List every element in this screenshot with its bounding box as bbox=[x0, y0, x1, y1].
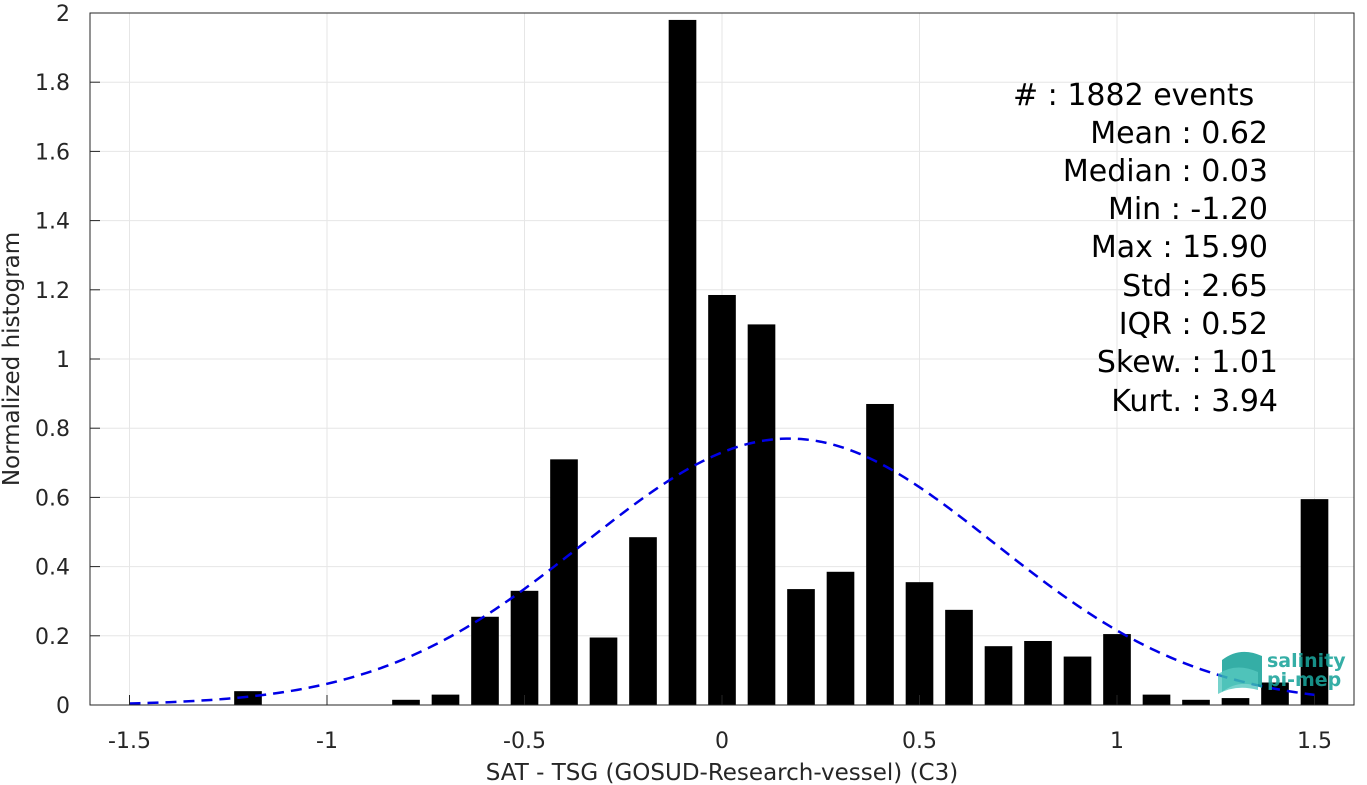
x-tick-label: 0.5 bbox=[902, 729, 937, 754]
x-axis-ticks: -1.5 -1 -0.5 0 0.5 1 1.5 bbox=[108, 695, 1332, 754]
histogram-bar bbox=[1221, 698, 1250, 705]
histogram-bar bbox=[550, 459, 578, 705]
x-tick-label: -1 bbox=[316, 729, 338, 754]
salinity-pi-mep-logo: salinity pi-mep bbox=[1218, 650, 1346, 694]
x-tick-label: -1.5 bbox=[108, 729, 151, 754]
stats-skew: Skew. : 1.01 bbox=[1097, 345, 1278, 380]
logo-text-salinity: salinity bbox=[1267, 650, 1346, 672]
histogram-bar bbox=[945, 609, 973, 705]
histogram-bar bbox=[787, 589, 815, 705]
y-tick-label: 0.4 bbox=[35, 556, 70, 581]
histogram-bar bbox=[1261, 682, 1289, 705]
y-tick-label: 2 bbox=[56, 2, 70, 27]
wave-logo-icon bbox=[1218, 651, 1262, 694]
stats-median: Median : 0.03 bbox=[1063, 154, 1268, 189]
x-tick-label: 1 bbox=[1110, 729, 1124, 754]
histogram-bar bbox=[629, 537, 657, 705]
y-axis-title: Normalized histogram bbox=[0, 232, 25, 486]
x-tick-label: 0 bbox=[715, 729, 729, 754]
histogram-bar bbox=[668, 19, 697, 706]
stats-mean: Mean : 0.62 bbox=[1090, 116, 1268, 151]
histogram-bar bbox=[708, 294, 736, 705]
normal-fit-curve bbox=[129, 437, 1315, 705]
y-tick-label: 1.4 bbox=[35, 210, 70, 235]
y-tick-label: 1 bbox=[56, 348, 70, 373]
y-tick-label: 0.2 bbox=[35, 625, 70, 650]
histogram-bar bbox=[1300, 499, 1329, 705]
logo-text-pi-mep: pi-mep bbox=[1267, 669, 1341, 691]
stats-std: Std : 2.65 bbox=[1122, 269, 1268, 304]
stats-events: # : 1882 events bbox=[1013, 78, 1254, 113]
histogram-bar bbox=[1142, 694, 1171, 705]
x-tick-label: 1.5 bbox=[1297, 729, 1332, 754]
histogram-bar bbox=[1103, 634, 1131, 705]
statistics-annotation: # : 1882 events Mean : 0.62 Median : 0.0… bbox=[1013, 78, 1278, 419]
histogram-bar bbox=[747, 324, 776, 705]
y-tick-label: 1.8 bbox=[35, 71, 70, 96]
y-tick-label: 1.2 bbox=[35, 279, 70, 304]
histogram-bar bbox=[392, 699, 420, 705]
histogram-bar bbox=[589, 637, 618, 705]
histogram-bar bbox=[984, 646, 1013, 705]
x-tick-label: -0.5 bbox=[503, 729, 546, 754]
histogram-bar bbox=[471, 616, 499, 705]
histogram-bar bbox=[905, 582, 934, 705]
histogram-bar bbox=[866, 403, 894, 705]
histogram-bar bbox=[1063, 656, 1092, 705]
stats-iqr: IQR : 0.52 bbox=[1119, 307, 1268, 342]
y-tick-label: 0.6 bbox=[35, 486, 70, 511]
stats-max: Max : 15.90 bbox=[1091, 230, 1268, 265]
histogram-bar bbox=[826, 571, 855, 705]
y-axis-ticks: 0 0.2 0.4 0.6 0.8 1 1.2 1.4 1.6 1.8 2 bbox=[35, 2, 100, 719]
histogram-bars bbox=[234, 19, 1329, 706]
x-axis-title: SAT - TSG (GOSUD-Research-vessel) (C3) bbox=[486, 760, 958, 785]
stats-kurt: Kurt. : 3.94 bbox=[1111, 384, 1278, 419]
y-tick-label: 0.8 bbox=[35, 417, 70, 442]
histogram-bar bbox=[510, 590, 539, 705]
histogram-bar bbox=[1182, 699, 1210, 705]
histogram-bar bbox=[234, 691, 262, 705]
histogram-bar bbox=[1024, 640, 1052, 705]
y-tick-label: 1.6 bbox=[35, 140, 70, 165]
histogram-bar bbox=[431, 694, 460, 705]
y-tick-label: 0 bbox=[56, 694, 70, 719]
stats-min: Min : -1.20 bbox=[1108, 192, 1268, 227]
